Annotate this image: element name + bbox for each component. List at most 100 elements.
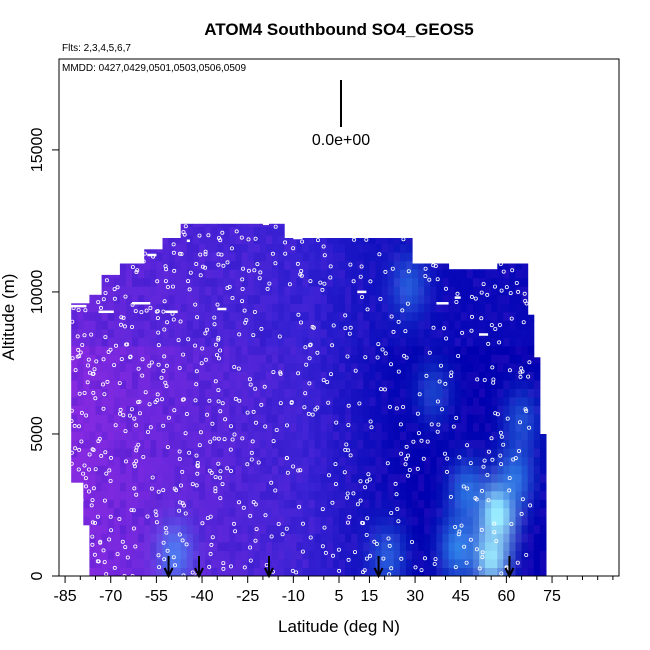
curtain-cell [533,363,541,372]
curtain-cell [284,559,291,568]
curtain-cell [138,269,145,279]
curtain-cell [412,320,419,330]
curtain-cell [466,371,474,381]
track-point [212,322,217,327]
curtain-cell [345,456,352,466]
curtain-cell [479,550,486,560]
curtain-cell [192,235,200,245]
curtain-cell [442,286,450,296]
curtain-cell [503,405,510,415]
curtain-cell [180,235,188,245]
track-point [453,525,458,530]
curtain-cell [174,499,182,509]
curtain-cell [253,567,261,576]
track-point [115,552,120,557]
curtain-cell [485,465,492,475]
curtain-cell [393,337,401,347]
track-point [119,315,124,320]
curtain-cell [174,422,182,432]
curtain-cell [406,388,413,398]
track-point [134,459,139,464]
curtain-cell [253,448,261,458]
track-point [469,314,474,319]
curtain-cell [223,431,230,441]
x-tick-label: -25 [236,588,259,605]
curtain-cell [211,490,218,500]
curtain-cell [339,524,346,534]
curtain-cell [448,277,456,287]
curtain-cell [497,516,504,526]
curtain-cell [539,541,547,551]
curtain-cell [466,354,474,364]
curtain-cell [345,243,352,253]
track-point [298,320,303,325]
curtain-cell [95,345,103,355]
curtain-cell [235,456,243,466]
curtain-cell [217,388,224,398]
curtain-cell [132,397,139,406]
curtain-cell [369,499,376,509]
curtain-cell [460,524,468,534]
track-point [396,369,401,374]
curtain-cell [381,533,389,543]
curtain-cell [217,414,224,424]
curtain-cell [381,286,389,296]
track-point [157,565,162,570]
curtain-cell [119,448,127,458]
curtain-cell [454,559,462,568]
track-point [77,391,82,396]
curtain-cell [357,380,364,389]
curtain-cell [150,541,157,551]
track-point [448,373,453,378]
curtain-cell [485,550,492,560]
curtain-cell [156,337,163,347]
curtain-cell [308,507,316,517]
curtain-cell [326,473,334,483]
track-point [225,466,230,471]
curtain-cell [363,397,370,406]
track-point [147,363,152,368]
track-point [123,545,128,550]
curtain-cell [156,473,163,483]
curtain-cell [320,303,328,313]
curtain-cell [95,397,103,406]
curtain-cell [296,431,303,441]
curtain-cell [454,405,462,415]
curtain-cell [399,465,407,475]
track-point [461,484,466,489]
curtain-cell [247,363,255,372]
track-point [117,381,122,386]
curtain-cell [448,541,456,551]
track-point [240,299,245,304]
curtain-cell [448,439,456,449]
track-point [402,353,407,358]
track-point [347,515,352,520]
curtain-cell [217,345,224,355]
curtain-cell [174,473,182,483]
curtain-cell [339,238,346,245]
curtain-cell [448,397,456,406]
track-point [96,439,101,444]
curtain-cell [192,371,200,381]
curtain-cell [460,294,468,304]
curtain-cell [345,405,352,415]
curtain-cell [205,277,212,287]
curtain-cell [71,303,78,313]
track-point [499,462,504,467]
track-point [154,513,159,518]
curtain-cell [369,371,376,381]
curtain-cell [223,235,230,245]
curtain-cell [381,567,389,576]
x-axis-label: Latitude (deg N) [278,617,400,636]
curtain-cell [259,473,267,483]
x-tick-label: -70 [99,588,122,605]
curtain-cell [339,516,346,526]
curtain-cell [430,277,437,287]
curtain-cell [339,507,346,517]
track-point [431,325,436,330]
curtain-cell [351,397,358,406]
curtain-cell [217,243,224,253]
curtain-cell [83,354,90,364]
curtain-cell [132,448,139,458]
curtain-cell [296,320,303,330]
